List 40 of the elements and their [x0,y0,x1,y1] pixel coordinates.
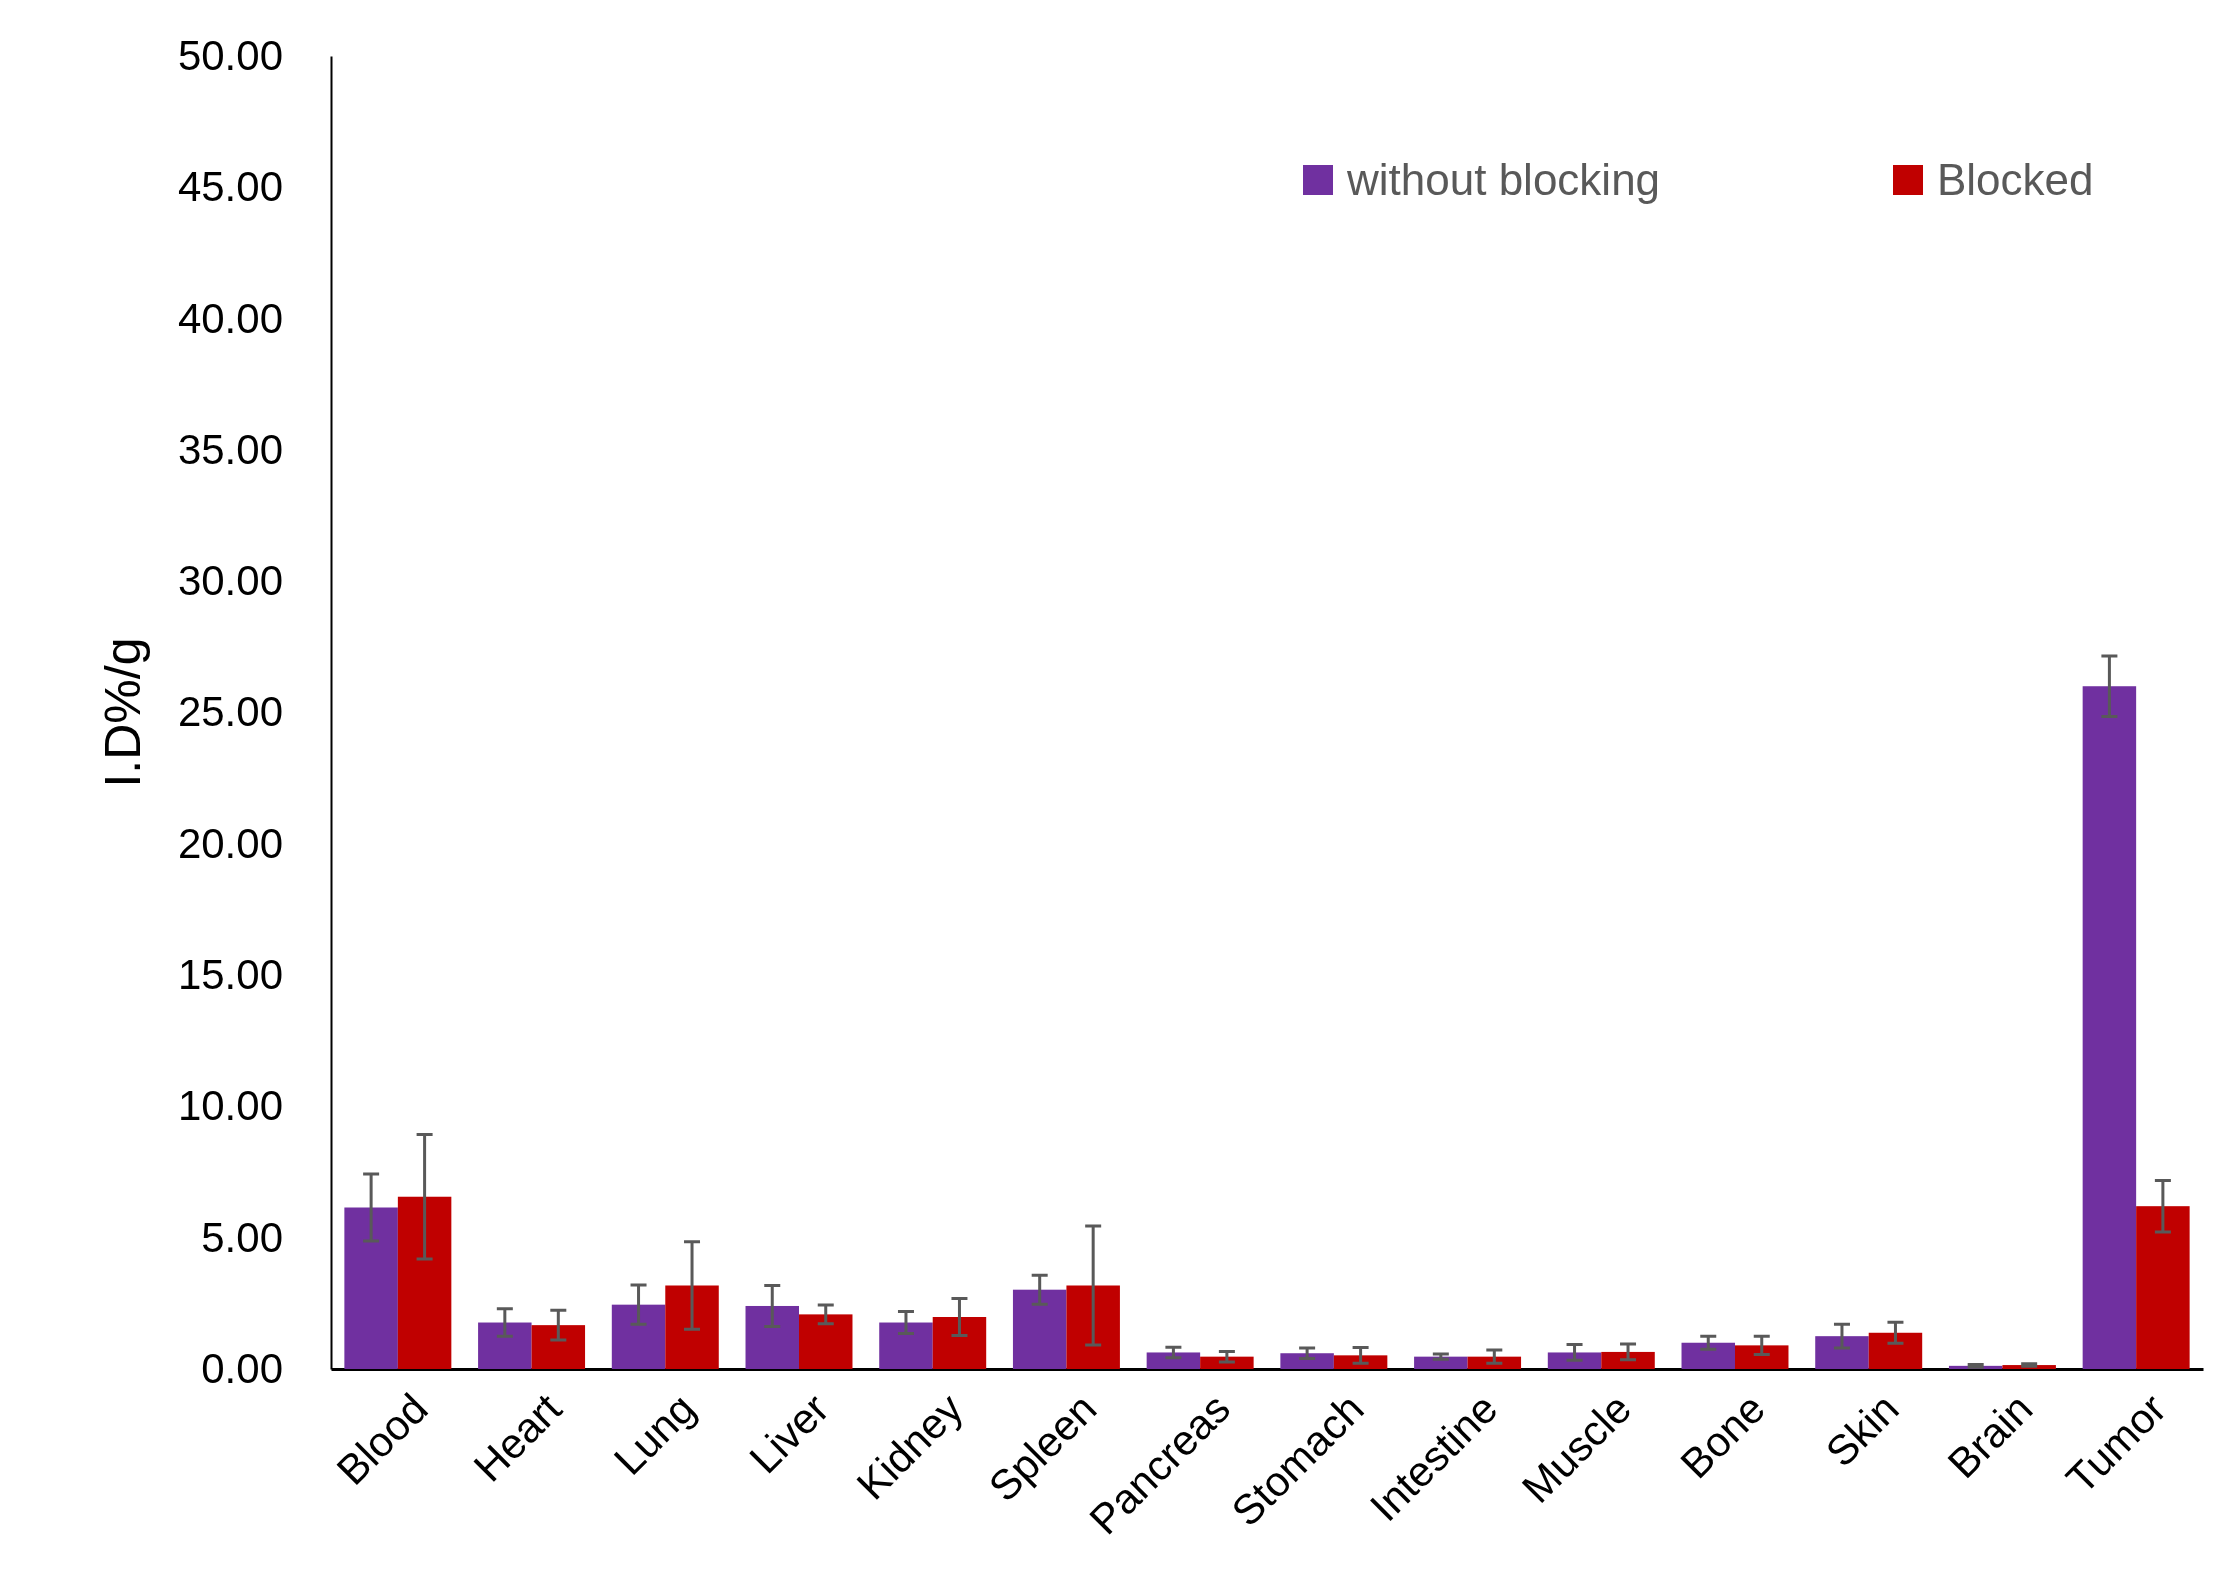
y-tick-label: 50.00 [177,31,283,79]
bar [2082,686,2137,1369]
bar [2136,1206,2190,1369]
y-tick-label: 10.00 [177,1082,283,1130]
y-tick-label: 15.00 [177,951,283,999]
bar [611,1304,666,1369]
bar [1333,1355,1388,1369]
y-axis-title: I.D%/g [95,637,151,788]
y-tick-label: 45.00 [177,163,283,211]
bar [799,1314,853,1369]
bar [1601,1351,1655,1369]
legend-label: without blocking [1346,155,1661,205]
y-tick-label: 30.00 [177,557,283,605]
bar [344,1207,398,1369]
bar [745,1305,799,1369]
bar [1735,1345,1789,1369]
y-tick-label: 25.00 [177,688,283,736]
bar [1200,1356,1254,1369]
bar [1280,1353,1334,1369]
bar [1146,1352,1201,1369]
y-tick-label: 40.00 [177,294,283,342]
bar [932,1317,987,1369]
bar [1547,1352,1602,1369]
bar [1815,1336,1869,1370]
y-tick-label: 5.00 [201,1213,283,1261]
bar [1414,1356,1468,1369]
bar [1066,1285,1120,1369]
bar [1681,1342,1735,1369]
bar [665,1285,719,1369]
bar [478,1322,532,1369]
y-tick-label: 20.00 [177,819,283,867]
y-tick-label: 0.00 [201,1344,283,1392]
bar [531,1325,586,1369]
bar [397,1196,452,1369]
bar [1012,1289,1067,1369]
legend-label: Blocked [1937,155,2094,205]
x-tick-label: Skin [1816,1384,1908,1476]
y-tick-label: 35.00 [177,425,283,473]
bar [879,1322,933,1369]
bar [1868,1332,1923,1369]
